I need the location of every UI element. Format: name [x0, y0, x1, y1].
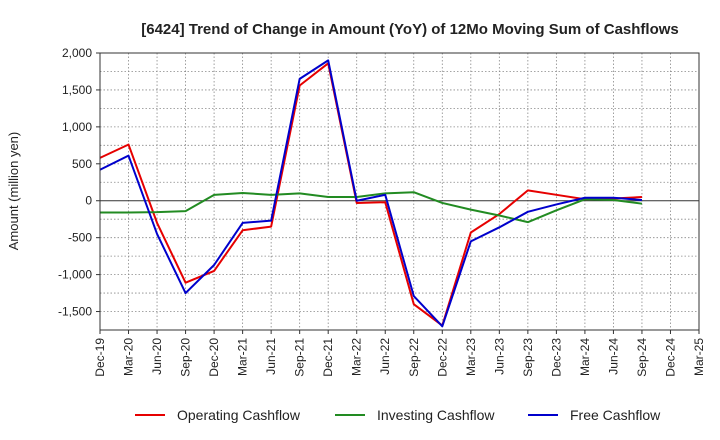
y-tick-label: -500	[68, 231, 92, 245]
series-lines	[99, 59, 643, 328]
x-tick-label: Jun-21	[264, 338, 278, 375]
x-tick-label: Dec-20	[207, 338, 221, 377]
legend-label: Free Cashflow	[570, 407, 661, 423]
series-line-free-cashflow	[99, 59, 643, 328]
x-tick-label: Mar-25	[692, 338, 706, 376]
plot-frame	[99, 52, 700, 331]
legend-item-free-cashflow: Free Cashflow	[528, 407, 661, 423]
legend-item-investing-cashflow: Investing Cashflow	[335, 407, 495, 423]
series-line-operating-cashflow	[99, 62, 643, 327]
legend-label: Operating Cashflow	[177, 407, 301, 423]
x-tick-label: Mar-22	[350, 338, 364, 376]
legend-label: Investing Cashflow	[377, 407, 495, 423]
y-tick-label: -1,000	[58, 268, 92, 282]
x-axis-ticks: Dec-19 Mar-20 Jun-20 Sep-20 Dec-20 Mar-21 Jun-…	[93, 330, 706, 377]
y-tick-label: 1,000	[62, 120, 92, 134]
chart-title: [6424] Trend of Change in Amount (YoY) o…	[141, 21, 679, 38]
y-tick-label: 1,500	[62, 83, 92, 97]
y-axis-label: Amount (million yen)	[6, 132, 21, 251]
x-tick-label: Dec-19	[93, 338, 107, 377]
y-tick-label: 2,000	[62, 46, 92, 60]
y-tick-label: 500	[72, 157, 92, 171]
x-tick-label: Jun-23	[492, 338, 506, 375]
x-tick-label: Sep-21	[293, 338, 307, 377]
y-axis-ticks: 2,000 1,500 1,000 500 0 -500 -1,000 -1,500	[58, 46, 100, 319]
legend: Operating Cashflow Investing Cashflow Free…	[135, 407, 661, 423]
x-tick-label: Jun-22	[378, 338, 392, 375]
x-tick-label: Sep-23	[521, 338, 535, 377]
x-tick-label: Sep-22	[407, 338, 421, 377]
x-tick-label: Mar-21	[236, 338, 250, 376]
x-tick-label: Dec-22	[435, 338, 449, 377]
x-tick-label: Jun-20	[150, 338, 164, 375]
x-tick-label: Jun-24	[606, 338, 620, 375]
legend-item-operating-cashflow: Operating Cashflow	[135, 407, 301, 423]
y-tick-label: 0	[85, 194, 92, 208]
x-tick-label: Sep-20	[179, 338, 193, 377]
x-tick-label: Mar-24	[578, 338, 592, 376]
x-tick-label: Dec-23	[549, 338, 563, 377]
x-tick-label: Mar-23	[464, 338, 478, 376]
plot-background	[100, 53, 699, 330]
x-tick-label: Sep-24	[635, 338, 649, 377]
x-tick-label: Dec-24	[663, 338, 677, 377]
x-tick-label: Dec-21	[321, 338, 335, 377]
plot-area	[99, 52, 700, 331]
y-tick-label: -1,500	[58, 305, 92, 319]
x-tick-label: Mar-20	[122, 338, 136, 376]
series-line-investing-cashflow	[100, 191, 643, 224]
